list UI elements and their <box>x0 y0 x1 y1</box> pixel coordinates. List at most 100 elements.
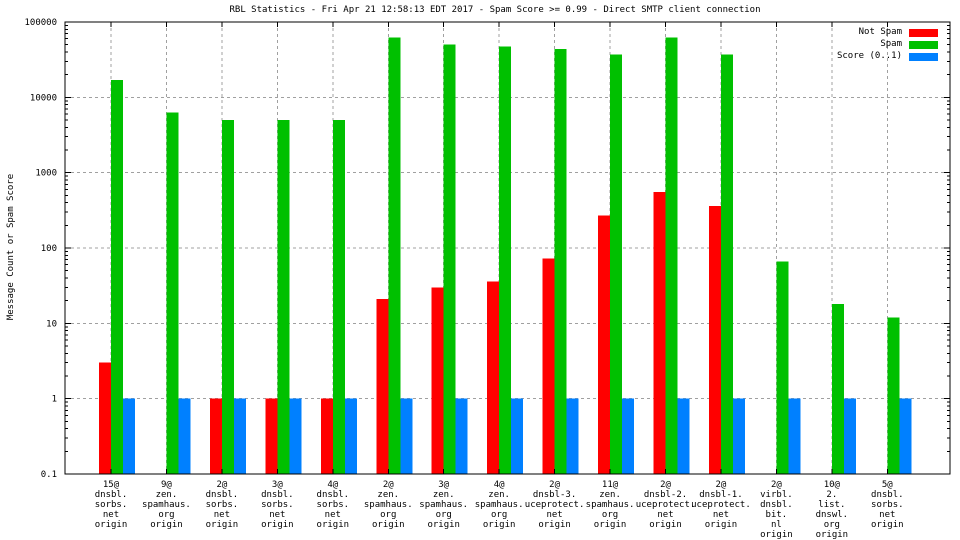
x-category-label: uceprotect. <box>636 500 696 510</box>
x-category-label: dnsbl. <box>760 500 793 510</box>
legend: Not Spam Spam Score (0..1) <box>837 28 938 61</box>
legend-item-score: Score (0..1) <box>837 52 938 61</box>
bar-spam <box>332 120 345 474</box>
bar-score-0-1 <box>511 398 524 474</box>
x-category-label: dnswl. <box>816 510 849 520</box>
x-category-label: 4@ <box>327 480 338 490</box>
x-category-label: uceprotect. <box>525 500 585 510</box>
bar-score-0-1 <box>622 398 635 474</box>
x-category-label: org <box>436 510 452 520</box>
x-category-label: origin <box>95 520 128 530</box>
x-category-label: net <box>546 510 562 520</box>
bar-spam <box>221 120 234 474</box>
x-category-label: zen. <box>377 490 399 500</box>
x-category-label: zen. <box>488 490 510 500</box>
y-axis-label: Message Count or Spam Score <box>6 173 16 321</box>
x-category-label: origin <box>427 520 460 530</box>
bar-not-spam <box>99 362 111 474</box>
x-category-label: 2@ <box>216 480 227 490</box>
x-category-label: net <box>713 510 729 520</box>
x-category-label: spamhaus. <box>475 500 524 510</box>
x-category-label: uceprotect. <box>691 500 751 510</box>
x-category-label: 2@ <box>716 480 727 490</box>
not-spam-swatch <box>909 28 938 37</box>
x-category-label: zen. <box>433 490 455 500</box>
x-category-label: origin <box>871 520 904 530</box>
bar-spam <box>499 46 512 474</box>
bar-not-spam <box>209 398 222 474</box>
x-category-label: 2@ <box>383 480 394 490</box>
bar-not-spam <box>431 287 444 474</box>
bar-not-spam <box>320 398 333 474</box>
x-category-label: sorbs. <box>871 500 904 510</box>
bar-spam <box>720 54 733 474</box>
bar-not-spam <box>708 206 721 475</box>
x-category-label: sorbs. <box>317 500 350 510</box>
y-tick-label: 10000 <box>30 93 57 103</box>
x-category-label: dnsbl-1. <box>699 490 742 500</box>
bar-spam <box>610 54 623 474</box>
x-category-label: spamhaus. <box>364 500 413 510</box>
x-category-label: origin <box>206 520 239 530</box>
x-category-label: net <box>879 510 895 520</box>
x-category-label: origin <box>317 520 350 530</box>
bar-spam <box>887 317 900 474</box>
bar-spam <box>277 120 290 474</box>
spam-swatch <box>909 40 938 49</box>
x-category-label: 3@ <box>272 480 283 490</box>
bar-score-0-1 <box>677 398 690 474</box>
y-tick-label: 1 <box>52 395 57 405</box>
x-category-label: zen. <box>599 490 621 500</box>
bar-spam <box>554 48 567 475</box>
x-category-label: 5@ <box>882 480 893 490</box>
x-category-label: sorbs. <box>95 500 128 510</box>
x-category-label: 3@ <box>438 480 449 490</box>
x-category-label: 11@ <box>602 480 619 490</box>
bar-spam <box>776 261 789 474</box>
x-category-label: sorbs. <box>206 500 239 510</box>
bar-spam <box>111 79 123 475</box>
bar-not-spam <box>265 398 278 474</box>
x-category-label: dnsbl-3. <box>533 490 576 500</box>
x-category-label: dnsbl. <box>871 490 904 500</box>
bar-spam <box>665 37 678 474</box>
bar-not-spam <box>376 299 389 474</box>
y-tick-label: 10 <box>46 319 57 329</box>
x-category-label: net <box>269 510 285 520</box>
x-category-label: origin <box>705 520 738 530</box>
bar-spam <box>831 304 844 474</box>
bar-score-0-1 <box>455 398 468 474</box>
x-category-label: net <box>103 510 119 520</box>
bar-score-0-1 <box>843 398 856 474</box>
bar-spam <box>166 112 179 474</box>
y-tick-label: 1000 <box>35 169 57 179</box>
x-category-label: origin <box>538 520 571 530</box>
x-category-label: virbl. <box>760 490 793 500</box>
x-category-label: org <box>824 520 840 530</box>
bar-score-0-1 <box>899 398 912 474</box>
bar-not-spam <box>598 215 611 474</box>
x-category-label: origin <box>649 520 682 530</box>
bar-score-0-1 <box>566 398 579 474</box>
x-category-label: org <box>602 510 618 520</box>
x-category-label: net <box>325 510 341 520</box>
x-category-label: dnsbl. <box>206 490 239 500</box>
legend-label: Score (0..1) <box>836 51 902 61</box>
x-category-label: net <box>214 510 230 520</box>
y-tick-label: 0.1 <box>41 470 57 480</box>
legend-item-spam: Spam <box>837 40 938 49</box>
bar-not-spam <box>653 192 666 474</box>
x-category-label: spamhaus. <box>142 500 191 510</box>
x-category-label: 4@ <box>494 480 505 490</box>
x-category-label: dnsbl. <box>95 490 128 500</box>
y-tick-label: 100000 <box>24 18 57 28</box>
bar-score-0-1 <box>788 398 801 474</box>
bar-score-0-1 <box>344 398 357 474</box>
bar-spam <box>388 37 401 474</box>
y-tick-label: 100 <box>41 244 57 254</box>
x-category-label: dnsbl. <box>261 490 294 500</box>
bar-score-0-1 <box>233 398 246 474</box>
legend-label: Spam <box>880 39 902 49</box>
